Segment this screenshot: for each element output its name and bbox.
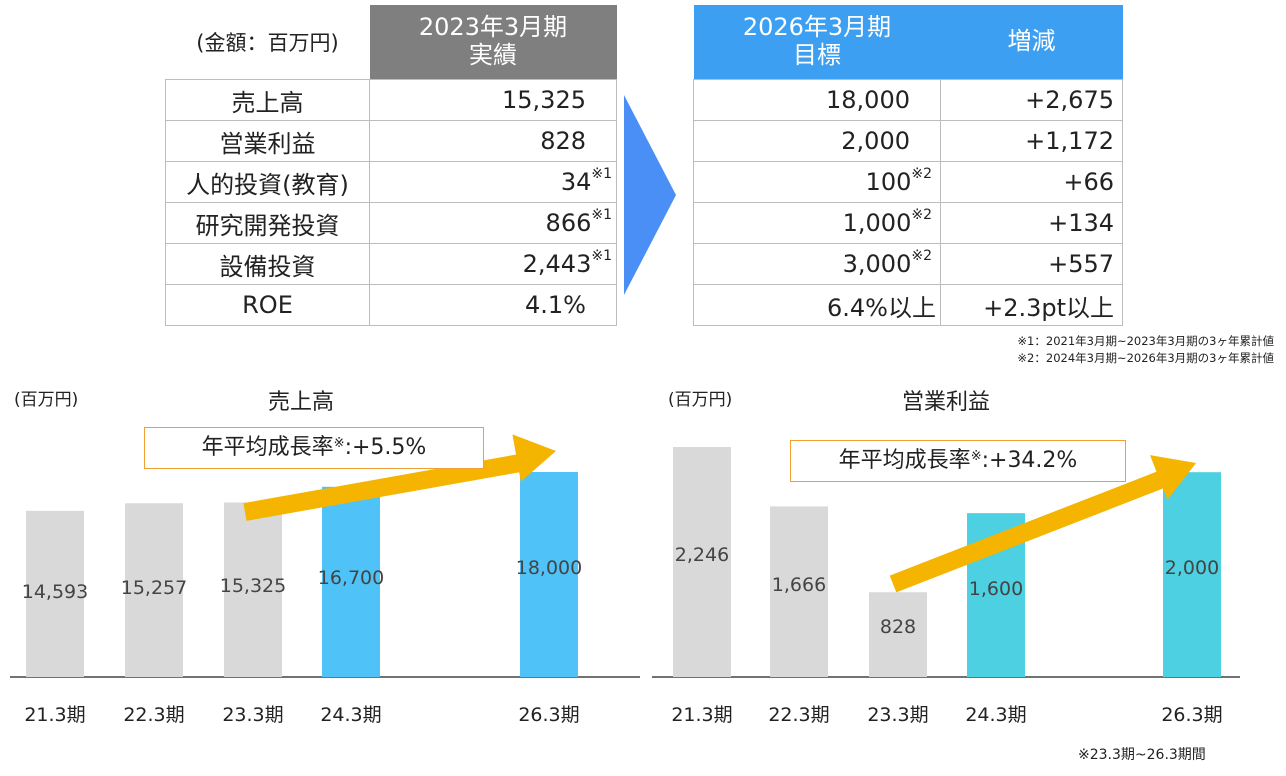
- table-row: 設備投資 2,443※1: [165, 243, 617, 285]
- growth-arrow-icon: [243, 454, 522, 521]
- actual-kpi-table: (金額：百万円) 2023年3月期 実績 売上高 15,325 営業利益 828 人的投資…: [165, 5, 617, 326]
- x-tick-label: 21.3期: [24, 704, 85, 726]
- bar-value-label: 16,700: [318, 567, 384, 589]
- footnote-mark: ※2: [911, 207, 932, 223]
- x-tick-label: 26.3期: [518, 704, 579, 726]
- growth-arrow-icon: [889, 471, 1164, 593]
- bar-value-label: 2,000: [1165, 557, 1219, 579]
- footnote-mark: ※2: [911, 166, 932, 182]
- target-value: 6.4%以上: [693, 284, 941, 326]
- growth-arrowhead-icon: [1150, 455, 1196, 500]
- target-kpi-table: 2026年3月期 目標 増減 18,000 +2,675 2,000 +1,172 100…: [693, 5, 1123, 326]
- x-tick-label: 21.3期: [671, 704, 732, 726]
- target-value: 1,000※2: [693, 202, 941, 244]
- target-value: 100※2: [693, 161, 941, 203]
- row-label: ROE: [165, 284, 370, 326]
- growth-arrowhead-icon: [512, 434, 556, 482]
- x-tick-label: 24.3期: [965, 704, 1026, 726]
- bar-value-label: 828: [880, 616, 916, 638]
- profit-cagr-label: 年平均成長率※:+34.2%: [790, 440, 1126, 482]
- footnote-mark: ※2: [911, 248, 932, 264]
- sales-cagr-value: :+5.5%: [344, 435, 427, 460]
- footnote-1: ※1：2021年3月期~2023年3月期の3ヶ年累計値: [1017, 334, 1274, 348]
- bar-value-label: 2,246: [675, 544, 729, 566]
- profit-cagr-value: :+34.2%: [981, 448, 1078, 473]
- x-tick-label: 22.3期: [123, 704, 184, 726]
- x-tick-label: 26.3期: [1161, 704, 1222, 726]
- bar: [520, 472, 578, 677]
- sales-cagr-label: 年平均成長率※:+5.5%: [144, 427, 484, 469]
- table-row: 2,000 +1,172: [693, 120, 1123, 162]
- table-row: 6.4%以上 +2.3pt以上: [693, 284, 1123, 326]
- profit-chart-title: 営業利益: [902, 390, 991, 415]
- bar: [125, 503, 183, 677]
- row-label: 営業利益: [165, 120, 370, 162]
- target-value: 3,000※2: [693, 243, 941, 285]
- table-row: 人的投資(教育) 34※1: [165, 161, 617, 203]
- sales-cagr-mark: ※: [333, 436, 345, 451]
- profit-cagr-text: 年平均成長率: [838, 448, 971, 473]
- actual-header: 2023年3月期 実績: [369, 5, 617, 80]
- bar-value-label: 15,257: [121, 577, 187, 599]
- table-row: 営業利益 828: [165, 120, 617, 162]
- change-value: +66: [940, 161, 1123, 203]
- bar-value-label: 15,325: [220, 575, 286, 597]
- actual-value: 2,443※1: [369, 243, 617, 285]
- bar: [26, 510, 84, 677]
- bar: [322, 486, 380, 677]
- table-row: ROE 4.1%: [165, 284, 617, 326]
- bar-value-label: 18,000: [516, 557, 582, 579]
- change-value: +557: [940, 243, 1123, 285]
- table-row: 18,000 +2,675: [693, 79, 1123, 121]
- change-value: +1,172: [940, 120, 1123, 162]
- bar-value-label: 14,593: [22, 581, 88, 603]
- actual-value: 866※1: [369, 202, 617, 244]
- sales-cagr-text: 年平均成長率: [201, 435, 334, 460]
- unit-label: (金額：百万円): [196, 31, 339, 55]
- footnote-2: ※2：2024年3月期~2026年3月期の3ヶ年累計値: [1017, 351, 1274, 365]
- row-label: 研究開発投資: [165, 202, 370, 244]
- bar-value-label: 1,600: [969, 578, 1023, 600]
- footnote-mark: ※1: [591, 248, 612, 264]
- actual-value: 828: [369, 120, 617, 162]
- footnote-mark: ※1: [591, 207, 612, 223]
- change-value: +2.3pt以上: [940, 284, 1123, 326]
- x-tick-label: 22.3期: [768, 704, 829, 726]
- bar: [224, 502, 282, 677]
- table-row: 100※2 +66: [693, 161, 1123, 203]
- target-header: 2026年3月期 目標: [693, 5, 941, 80]
- bar-value-label: 1,666: [772, 574, 826, 596]
- change-header: 増減: [940, 5, 1123, 80]
- bar: [770, 506, 828, 677]
- table-row: 売上高 15,325: [165, 79, 617, 121]
- target-value: 2,000: [693, 120, 941, 162]
- sales-unit-label: (百万円): [14, 390, 79, 410]
- bar: [673, 447, 731, 677]
- bottom-note: ※23.3期~26.3期間: [1078, 747, 1206, 763]
- x-tick-label: 23.3期: [222, 704, 283, 726]
- x-tick-label: 24.3期: [320, 704, 381, 726]
- x-tick-label: 23.3期: [867, 704, 928, 726]
- table-row: 研究開発投資 866※1: [165, 202, 617, 244]
- change-value: +2,675: [940, 79, 1123, 121]
- row-label: 人的投資(教育): [165, 161, 370, 203]
- profit-unit-label: (百万円): [668, 390, 733, 410]
- profit-cagr-mark: ※: [970, 449, 982, 464]
- bar: [1163, 472, 1221, 677]
- table-row: 3,000※2 +557: [693, 243, 1123, 285]
- footnote-mark: ※1: [591, 166, 612, 182]
- sales-chart-title: 売上高: [268, 390, 335, 415]
- target-value: 18,000: [693, 79, 941, 121]
- actual-value: 4.1%: [369, 284, 617, 326]
- bar: [869, 592, 927, 677]
